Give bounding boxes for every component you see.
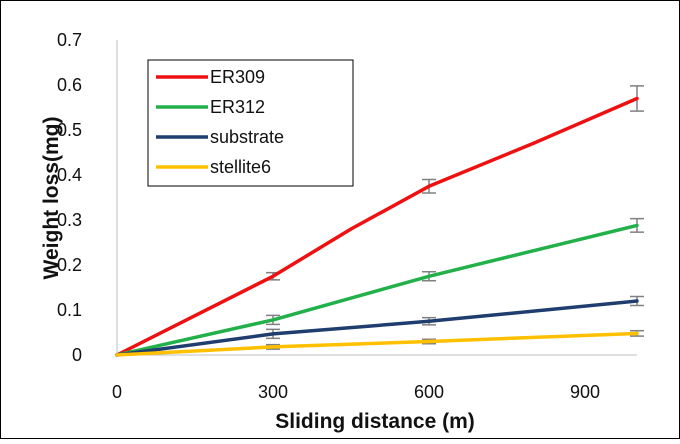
legend: ER309 ER312 substrate stellite6	[147, 59, 354, 187]
y-tick-label: 0.1	[57, 300, 82, 320]
x-tick-label: 0	[112, 382, 122, 402]
y-tick-label: 0.6	[57, 75, 82, 95]
axes-layer: 0 0.1 0.2 0.3 0.4 0.5 0.6 0.7 0 300 600 900	[57, 30, 637, 402]
series-layer	[115, 96, 639, 357]
x-tick-label: 900	[570, 382, 600, 402]
y-tick-label: 0.5	[57, 120, 82, 140]
y-tick-label: 0	[72, 345, 82, 365]
x-tick-label: 300	[258, 382, 288, 402]
y-tick-label: 0.4	[57, 165, 82, 185]
series-line-stellite6	[115, 331, 639, 357]
legend-label: ER312	[210, 97, 265, 117]
y-axis-title: Weight loss(mg)	[40, 117, 63, 280]
legend-label: ER309	[210, 67, 265, 87]
y-tick-label: 0.7	[57, 30, 82, 50]
series-line-er312	[115, 223, 639, 357]
legend-label: substrate	[210, 127, 284, 147]
y-tick-label: 0.2	[57, 255, 82, 275]
series-line-substrate	[115, 299, 639, 357]
y-tick-label: 0.3	[57, 210, 82, 230]
series-line-er309	[115, 96, 639, 357]
x-tick-label: 600	[414, 382, 444, 402]
legend-label: stellite6	[210, 157, 271, 177]
x-axis-title: Sliding distance (m)	[275, 410, 475, 433]
legend-box	[147, 59, 354, 187]
